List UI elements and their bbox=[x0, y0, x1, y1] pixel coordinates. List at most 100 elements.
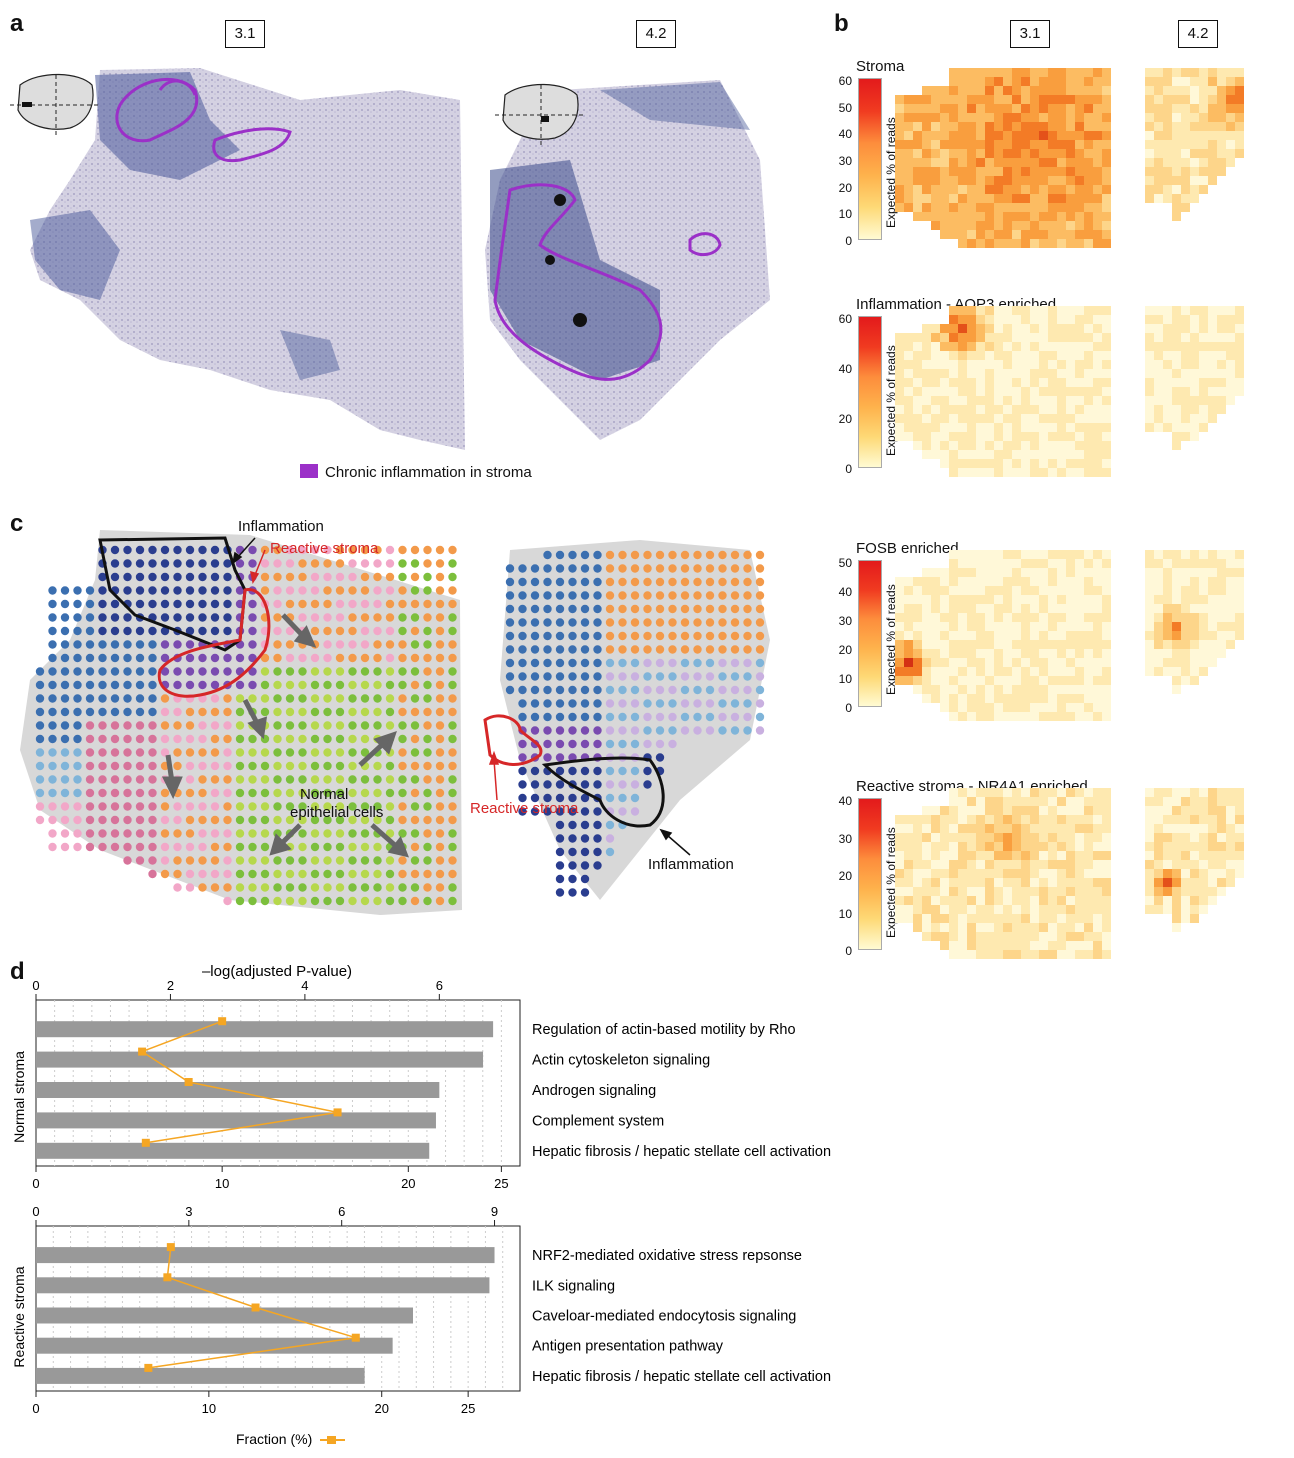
section-label-4-2: 4.2 bbox=[636, 20, 676, 48]
bottom-tick-label: 25 bbox=[461, 1401, 475, 1416]
group-label-normal: Normal stroma bbox=[11, 1051, 27, 1143]
bottom-tick-label: 20 bbox=[374, 1401, 388, 1416]
colorbar-tick: 20 bbox=[838, 180, 852, 195]
top-tick-label: 0 bbox=[32, 978, 39, 993]
colorbar-tick: 10 bbox=[838, 672, 852, 686]
colorbar-tick: 40 bbox=[838, 127, 852, 142]
colorbar-tick: 60 bbox=[838, 74, 852, 88]
bar bbox=[36, 1307, 414, 1324]
fraction-point bbox=[184, 1078, 193, 1086]
colorbar-tick: 0 bbox=[845, 944, 852, 958]
fraction-point bbox=[251, 1303, 260, 1312]
label-normal-epithelial-2: epithelial cells bbox=[290, 804, 384, 821]
bar bbox=[36, 1021, 494, 1038]
inflammation-outline-right bbox=[541, 756, 665, 828]
panel-letter-a: a bbox=[10, 10, 24, 37]
bar bbox=[36, 1337, 393, 1354]
heatmap-grid bbox=[895, 68, 1244, 248]
colorbar-tick: 30 bbox=[838, 614, 852, 628]
heatmap-title: FOSB enriched bbox=[856, 540, 959, 557]
category-label: Hepatic fibrosis / hepatic stellate cell… bbox=[532, 1144, 831, 1160]
label-reactive-stroma-right: Reactive stroma bbox=[470, 800, 579, 817]
bar bbox=[36, 1142, 430, 1159]
legend-swatch-inflammation bbox=[300, 464, 318, 478]
bar bbox=[36, 1247, 495, 1264]
colorbar-tick: 40 bbox=[838, 794, 852, 808]
bottom-tick-label: 10 bbox=[215, 1176, 229, 1191]
category-label: ILK signaling bbox=[532, 1278, 615, 1294]
section-label-3-1: 3.1 bbox=[225, 20, 265, 48]
colorbar-tick: 30 bbox=[838, 831, 852, 846]
reactive-stroma-outline-left bbox=[157, 588, 271, 698]
colorbar bbox=[858, 798, 882, 950]
panel-d-chart: 0 2 4 6 0 10 20 25 Regulation of actin-based mot… bbox=[11, 963, 831, 1447]
colorbar bbox=[858, 78, 882, 240]
colorbar-tick: 40 bbox=[838, 585, 852, 599]
bar bbox=[36, 1112, 436, 1129]
heatmap-title: Stroma bbox=[856, 58, 905, 75]
b-section-label-4-2: 4.2 bbox=[1178, 20, 1218, 48]
bar bbox=[36, 1051, 484, 1068]
section-map-inset-3-1 bbox=[10, 73, 100, 135]
fraction-point bbox=[163, 1273, 172, 1282]
category-label: Antigen presentation pathway bbox=[532, 1339, 724, 1355]
heatmap-grid bbox=[895, 788, 1244, 959]
bottom-tick-label: 25 bbox=[494, 1176, 508, 1191]
reactive-stroma-outline-right bbox=[483, 714, 543, 766]
colorbar-tick: 30 bbox=[838, 154, 852, 168]
category-label: Hepatic fibrosis / hepatic stellate cell… bbox=[532, 1369, 831, 1385]
top-tick-label: 9 bbox=[491, 1204, 498, 1219]
heatmap-grid bbox=[895, 306, 1244, 477]
label-inflammation-right: Inflammation bbox=[648, 856, 734, 873]
fraction-point bbox=[144, 1363, 153, 1372]
fraction-point bbox=[138, 1047, 147, 1056]
b-section-label-3-1: 3.1 bbox=[1010, 20, 1050, 48]
colorbar-tick: 10 bbox=[838, 207, 852, 222]
colorbar-tick: 0 bbox=[845, 462, 852, 476]
category-label: Actin cytoskeleton signaling bbox=[532, 1053, 710, 1069]
top-tick-label: 2 bbox=[167, 978, 174, 993]
bar bbox=[36, 1367, 365, 1384]
category-label: Regulation of actin-based motility by Rh… bbox=[532, 1022, 796, 1038]
panel-c-spot-map bbox=[20, 530, 770, 915]
fraction-point bbox=[351, 1333, 360, 1342]
top-tick-label: 0 bbox=[32, 1204, 39, 1219]
legend-label-inflammation: Chronic inflammation in stroma bbox=[325, 464, 532, 481]
top-axis-title: –log(adjusted P-value) bbox=[202, 963, 352, 980]
fraction-point bbox=[141, 1138, 150, 1147]
colorbar-tick: 40 bbox=[838, 362, 852, 376]
colorbar-tick: 10 bbox=[838, 906, 852, 921]
label-normal-epithelial-1: Normal bbox=[300, 786, 349, 803]
colorbar bbox=[858, 316, 882, 468]
label-reactive-stroma-left: Reactive stroma bbox=[270, 540, 379, 557]
colorbar-tick: 20 bbox=[838, 412, 852, 426]
colorbar-tick: 60 bbox=[838, 312, 852, 326]
panel-letter-c: c bbox=[10, 510, 24, 537]
top-tick-label: 4 bbox=[301, 978, 308, 993]
legend-fraction-marker bbox=[327, 1436, 336, 1444]
panel-letter-d: d bbox=[10, 958, 25, 985]
fraction-point bbox=[333, 1108, 342, 1117]
top-tick-label: 6 bbox=[436, 978, 443, 993]
colorbar-tick: 50 bbox=[838, 556, 852, 570]
section-map-inset-4-2 bbox=[495, 83, 585, 145]
panel-a-tissue-images bbox=[10, 68, 770, 478]
heatmap-grid bbox=[895, 550, 1244, 721]
top-tick-label: 6 bbox=[338, 1204, 345, 1219]
colorbar-tick: 50 bbox=[838, 100, 852, 115]
top-tick-label: 3 bbox=[185, 1204, 192, 1219]
fraction-point bbox=[166, 1243, 175, 1252]
bottom-tick-label: 0 bbox=[32, 1176, 39, 1191]
panel-letter-b: b bbox=[834, 10, 849, 37]
inflammation-outline-left bbox=[98, 536, 247, 652]
colorbar bbox=[858, 560, 882, 707]
bottom-tick-label: 10 bbox=[202, 1401, 216, 1416]
category-label: Complement system bbox=[532, 1113, 664, 1129]
colorbar-tick: 20 bbox=[838, 869, 852, 883]
bottom-tick-label: 20 bbox=[401, 1176, 415, 1191]
colorbar-tick: 20 bbox=[838, 643, 852, 657]
bar bbox=[36, 1277, 490, 1294]
category-label: NRF2-mediated oxidative stress repsonse bbox=[532, 1248, 802, 1264]
legend-label-fraction: Fraction (%) bbox=[236, 1431, 312, 1447]
colorbar-tick: 0 bbox=[845, 701, 852, 715]
